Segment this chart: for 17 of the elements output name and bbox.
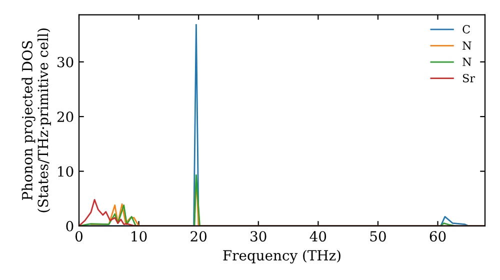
x-tick-label: 50 — [370, 231, 386, 242]
y-tick-label: 20 — [57, 112, 74, 122]
x-axis-title: Frequency (THz) — [223, 250, 340, 264]
x-tick-label: 0 — [75, 231, 82, 242]
y-tick-label: 0 — [66, 220, 74, 232]
x-tick-label: 20 — [190, 231, 206, 242]
x-tick-label: 10 — [132, 231, 147, 242]
x-tick-label: 60 — [430, 231, 446, 242]
y-tick-label: 30 — [58, 56, 74, 68]
legend-label: N — [462, 41, 472, 50]
legend-label: Sr — [463, 74, 475, 82]
legend-label: C — [462, 25, 470, 34]
legend-label: N — [462, 58, 472, 66]
x-tick-label: 40 — [310, 231, 326, 242]
y-tick-label: 10 — [58, 166, 74, 177]
y-axis-title: Phonon projected DOS (States/THz·primitive cell) — [22, 28, 51, 212]
x-tick-label: 30 — [250, 231, 266, 242]
